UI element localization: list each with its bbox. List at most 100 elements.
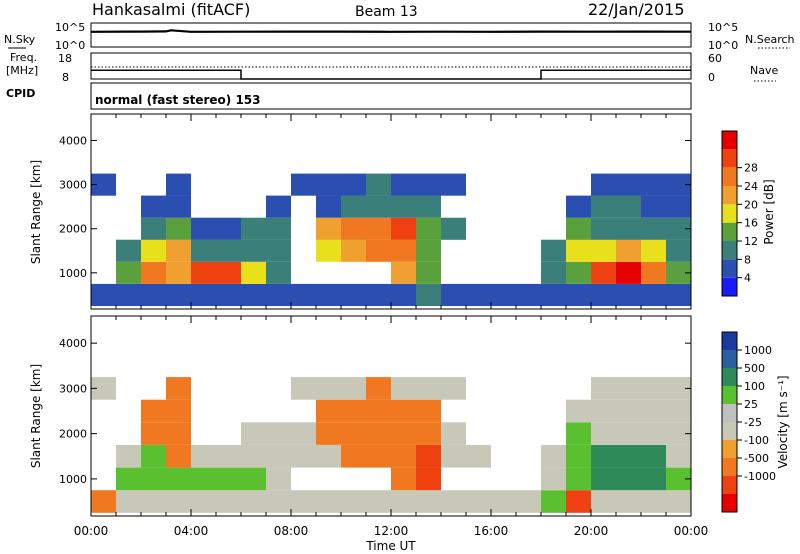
freq-nave-lines <box>91 66 691 80</box>
power-cell <box>191 217 216 240</box>
power-cell <box>591 195 616 218</box>
colorbar-swatch <box>722 167 737 186</box>
velocity-cell <box>541 467 566 491</box>
beam-title: Beam 13 <box>355 4 418 20</box>
velocity-cell <box>641 490 666 513</box>
freq-right-tick-bottom: 0 <box>708 71 715 84</box>
velocity-cell <box>491 490 516 513</box>
velocity-cell <box>666 422 691 445</box>
power-cell <box>291 173 316 196</box>
power-cell <box>266 195 291 218</box>
power-cell <box>416 195 441 218</box>
velocity-cell <box>616 445 641 468</box>
power-cell <box>391 283 416 306</box>
velocity-cell <box>141 490 166 513</box>
velocity-cell <box>141 445 166 468</box>
colorbar-swatch <box>722 277 737 296</box>
velocity-cell <box>641 445 666 468</box>
colorbar-swatch <box>722 440 737 458</box>
power-cell <box>141 195 166 218</box>
power-cell <box>366 173 391 196</box>
velocity-cell <box>566 422 591 445</box>
x-tick-label: 20:00 <box>574 524 609 538</box>
velocity-cell <box>166 467 191 491</box>
colorbar-tick-label: 4 <box>744 272 751 285</box>
velocity-cell <box>566 490 591 513</box>
power-cell <box>316 173 341 196</box>
x-tick-label: 04:00 <box>174 524 209 538</box>
power-cell <box>141 217 166 240</box>
colorbar-tick-label: 25 <box>744 398 758 411</box>
power-cell <box>466 283 491 306</box>
velocity-cell <box>141 422 166 445</box>
power-cell <box>566 261 591 284</box>
y-tick-label: 3000 <box>59 179 87 192</box>
x-tick-label: 00:00 <box>674 524 709 538</box>
power-cell <box>366 217 391 240</box>
colorbar-swatch <box>722 222 737 241</box>
velocity-cell <box>441 490 466 513</box>
power-cell <box>416 261 441 284</box>
power-cell <box>616 283 641 306</box>
power-cell <box>641 173 666 196</box>
x-tick-label: 12:00 <box>374 524 409 538</box>
power-cell <box>216 283 241 306</box>
velocity-cell <box>416 467 441 491</box>
power-cell <box>241 283 266 306</box>
colorbar-swatch <box>722 386 737 404</box>
power-cell <box>266 217 291 240</box>
power-heatmap <box>91 173 691 306</box>
velocity-cell <box>391 467 416 491</box>
power-cell <box>316 239 341 262</box>
noise-right-tick-top: 10^5 <box>708 21 738 34</box>
velocity-cell <box>191 467 216 491</box>
nave-series-line <box>91 69 691 80</box>
date-title: 22/Jan/2015 <box>588 0 685 19</box>
velocity-y-label: Slant Range [km] <box>29 364 43 468</box>
power-cell <box>341 173 366 196</box>
velocity-cell <box>241 445 266 468</box>
velocity-cell <box>341 445 366 468</box>
velocity-heatmap <box>91 377 691 513</box>
velocity-cell <box>291 490 316 513</box>
colorbar-swatch <box>722 422 737 440</box>
velocity-cell <box>91 490 116 513</box>
colorbar-tick-label: -500 <box>744 452 769 465</box>
power-cell <box>166 217 191 240</box>
colorbar-swatch <box>722 131 737 150</box>
velocity-cell <box>216 490 241 513</box>
velocity-cell <box>141 399 166 423</box>
power-cell <box>191 261 216 284</box>
velocity-cell <box>416 490 441 513</box>
freq-left-label-2: [MHz] <box>6 64 38 77</box>
y-tick-label: 2000 <box>59 428 87 441</box>
power-colorbar-label: Power [dB] <box>762 179 776 244</box>
power-cell <box>541 239 566 262</box>
velocity-cell <box>666 377 691 400</box>
velocity-cell <box>366 490 391 513</box>
noise-left-tick-top: 10^5 <box>55 21 85 34</box>
power-cell <box>666 195 691 218</box>
velocity-cell <box>166 399 191 423</box>
power-cell <box>666 173 691 196</box>
power-cell <box>91 283 116 306</box>
colorbar-tick-label: 12 <box>744 235 758 248</box>
velocity-cell <box>266 490 291 513</box>
noise-panel-frame <box>90 22 692 48</box>
colorbar-swatch <box>722 204 737 223</box>
power-cell <box>216 261 241 284</box>
power-cell <box>266 283 291 306</box>
velocity-colorbar-label: Velocity [m s⁻¹] <box>776 375 790 468</box>
velocity-cell <box>116 467 141 491</box>
power-cell <box>116 239 141 262</box>
power-cell <box>516 283 541 306</box>
y-tick-label: 2000 <box>59 223 87 236</box>
power-cell <box>616 217 641 240</box>
velocity-cell <box>391 422 416 445</box>
x-tick-label: 16:00 <box>474 524 509 538</box>
y-tick-label: 4000 <box>59 337 87 350</box>
power-cell <box>591 217 616 240</box>
velocity-cell <box>216 445 241 468</box>
colorbar-tick-label: 16 <box>744 217 758 230</box>
